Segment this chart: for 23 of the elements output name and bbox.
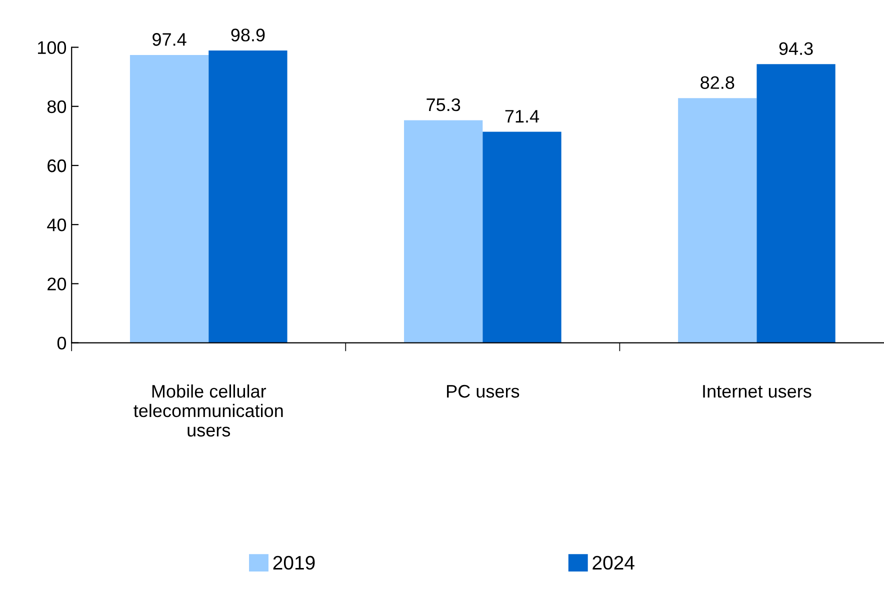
data-label: 97.4 [152, 33, 186, 46]
y-tick-label: 0 [57, 336, 66, 350]
bar [482, 132, 562, 343]
y-tick-label: 60 [48, 159, 66, 172]
y-tick-label: 100 [38, 41, 66, 54]
x-tick-label: Mobile cellular telecommunication users [134, 384, 283, 437]
bar [130, 54, 209, 343]
x-tick-label: PC users [447, 384, 520, 398]
y-tick-label: 40 [47, 218, 66, 232]
y-tick-label: 20 [48, 278, 66, 290]
legend-label: 2024 [592, 556, 634, 570]
data-label: 82.8 [700, 76, 734, 89]
legend-label: 2019 [273, 556, 315, 570]
data-label: 94.3 [779, 42, 813, 55]
data-label: 98.9 [231, 28, 265, 42]
data-label: 71.4 [505, 110, 540, 122]
bar [756, 64, 836, 343]
bar [404, 120, 483, 343]
data-label: 75.3 [426, 98, 460, 112]
bar [208, 50, 288, 343]
bar [678, 98, 757, 343]
y-tick-label: 80 [47, 100, 66, 114]
x-tick-label: Internet users [703, 385, 812, 398]
